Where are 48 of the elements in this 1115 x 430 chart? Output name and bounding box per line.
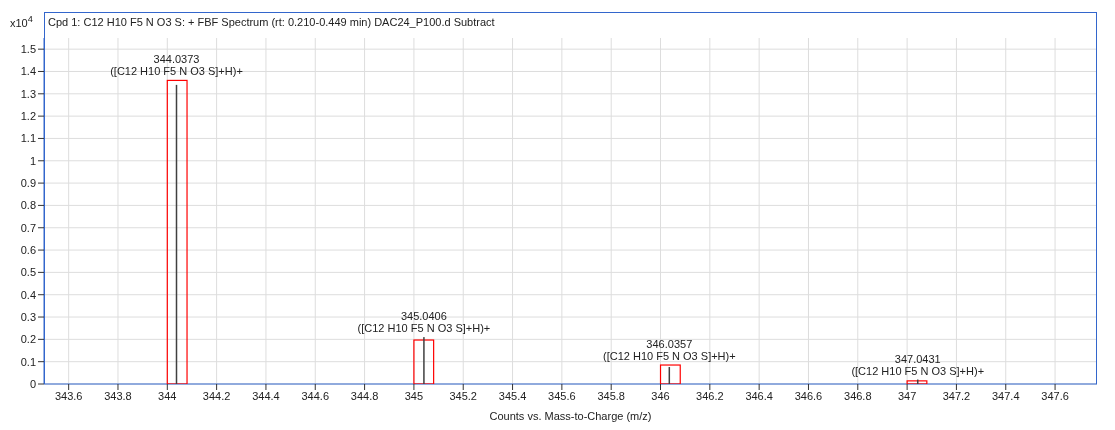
x-tick-label: 344.4 [252,389,280,402]
y-tick-label: 0.6 [20,243,36,256]
x-tick-label: 343.6 [54,389,83,402]
chart-title: Cpd 1: C12 H10 F5 N O3 S: + FBF Spectrum (rt: 0.210-0.449 min) DAC24_P100.d Subtract [48,16,495,28]
x-tick-label: 345 [404,389,424,402]
y-axis-title: x10$^{4}$ [10,14,33,29]
y-tick-label: 0.9 [20,177,36,189]
x-tick-label: 343.8 [104,389,132,402]
y-tick-label: 1 [29,154,36,167]
annotation: 344.0373 ([C12 H10 F5 N O3 S]+H)+ [110,53,243,78]
x-tick-label: 346.4 [745,389,773,402]
annotation: 347.0431 ([C12 H10 F5 N O3 S]+H)+ [851,352,985,377]
bar [166,79,188,384]
y-tick-label: 0.3 [20,310,36,323]
x-tick-label: 344.6 [301,389,330,402]
x-tick-label: 344.2 [202,389,231,402]
x-tick-label: 345.8 [597,389,625,402]
x-tick-label: 345.6 [548,389,576,402]
y-tick-label: 1.4 [20,65,36,78]
y-tick-label: 1.2 [20,110,36,123]
x-tick-label: 346.2 [696,389,724,402]
y-tick-label: 0.4 [20,288,36,301]
y-tick-label: 1.3 [20,87,36,100]
bar [659,364,681,384]
x-tick-label: 346.6 [794,389,823,402]
x-tick-label: 346.8 [844,389,872,402]
y-tick-label: 0.7 [20,221,36,234]
x-tick-label: 347.6 [1041,389,1069,402]
y-tick-label: 0.1 [20,355,36,368]
x-tick-label: 344.8 [350,389,379,402]
y-tick-label: 0.8 [20,199,36,212]
x-tick-label: 344 [158,389,177,402]
x-tick-label: 345.2 [449,389,477,402]
y-tick-label: 0.5 [20,266,36,279]
annotation: 346.0357 ([C12 H10 F5 N O3 S]+H)+ [602,338,736,363]
y-tick-label: 0.2 [20,333,36,346]
x-tick-label: 347 [897,389,917,402]
x-tick-label: 347.2 [942,389,971,402]
y-tick-label: 1.1 [20,132,36,145]
x-tick-label: 347.4 [991,389,1020,402]
bar [906,380,928,384]
annotation: 345.0406 ([C12 H10 F5 N O3 S]+H)+ [357,310,491,335]
x-axis-title: Counts vs. Mass-to-Charge (m/z) [489,410,652,422]
x-tick-label: 345.4 [498,389,527,402]
x-tick-label: 346 [651,389,670,402]
y-tick-label: 0 [29,377,36,390]
y-tick-label: 1.5 [20,43,36,56]
bar [413,339,435,384]
